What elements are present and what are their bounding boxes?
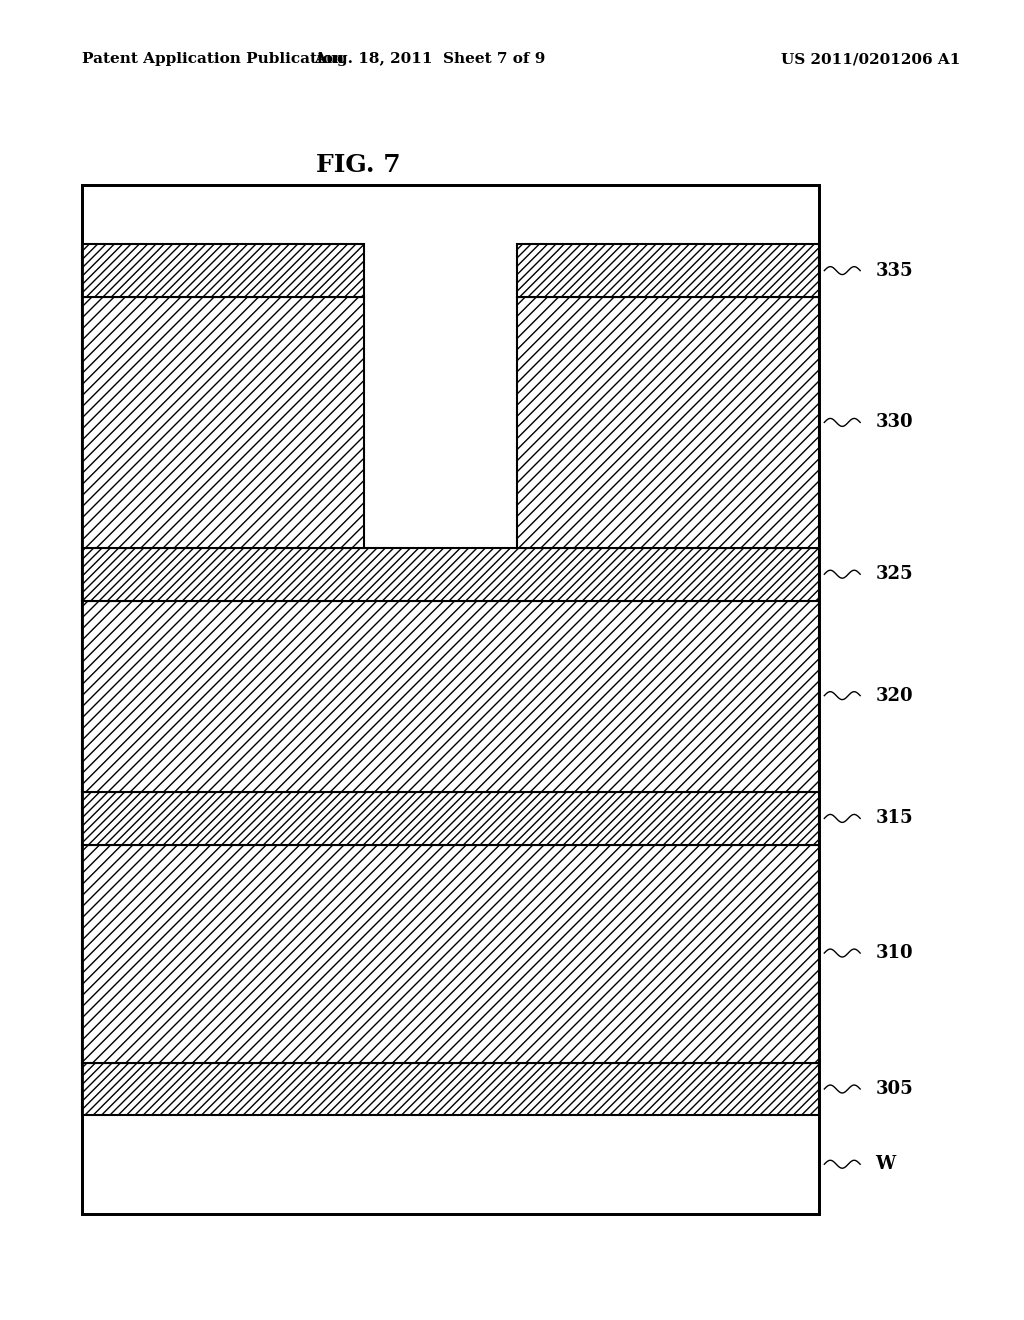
Bar (82, 297, 364, 548)
Text: W: W (876, 1155, 896, 1173)
Text: 330: 330 (876, 413, 913, 432)
Text: 315: 315 (876, 809, 913, 828)
Bar (82, 185, 819, 1214)
Bar (82, 792, 819, 845)
Text: Aug. 18, 2011  Sheet 7 of 9: Aug. 18, 2011 Sheet 7 of 9 (314, 53, 546, 66)
Bar (82, 1063, 819, 1115)
Bar (82, 185, 819, 1214)
Bar (82, 845, 819, 1063)
Bar (82, 244, 364, 297)
Text: 305: 305 (876, 1080, 913, 1098)
Bar (82, 601, 819, 792)
Text: FIG. 7: FIG. 7 (316, 153, 400, 177)
Text: US 2011/0201206 A1: US 2011/0201206 A1 (780, 53, 961, 66)
Bar (517, 244, 819, 297)
Bar (82, 548, 819, 601)
Text: 310: 310 (876, 944, 913, 962)
Bar (517, 297, 819, 548)
Text: 320: 320 (876, 686, 913, 705)
Text: 325: 325 (876, 565, 913, 583)
Text: 335: 335 (876, 261, 913, 280)
Text: Patent Application Publication: Patent Application Publication (82, 53, 344, 66)
